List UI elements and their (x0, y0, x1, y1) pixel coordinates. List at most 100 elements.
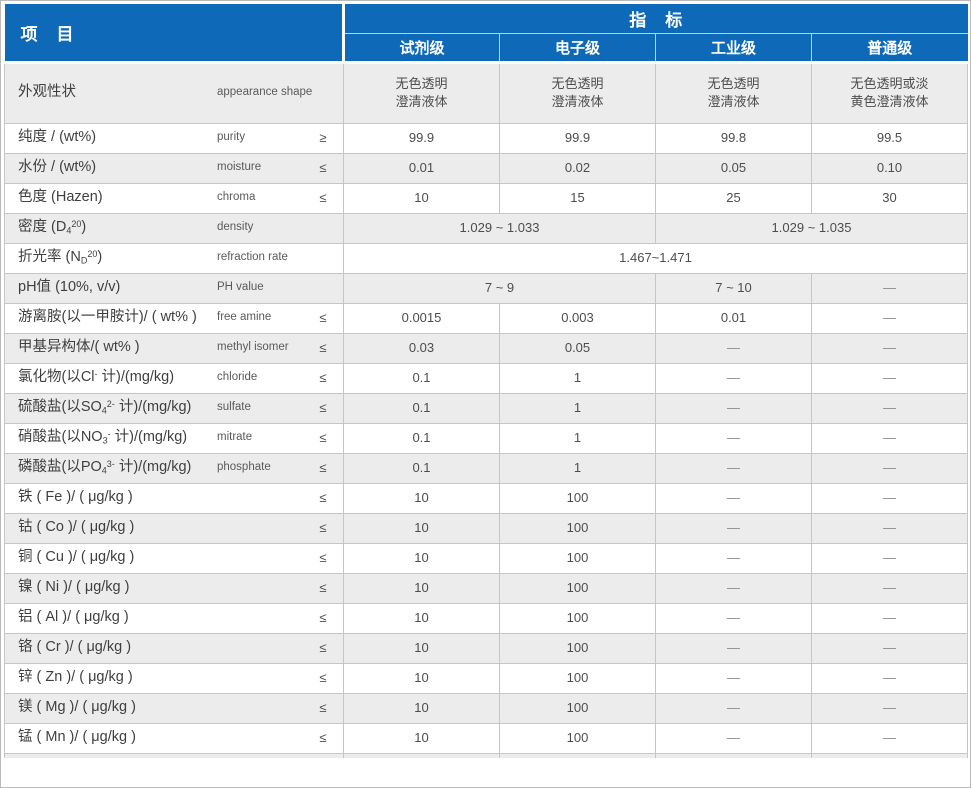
value-cell: 7 ~ 10 (655, 272, 812, 304)
value-cell-empty: — (655, 482, 812, 514)
property-name-en: PH value (217, 281, 264, 294)
table-row: 氯化物(以Cl- 计)/(mg/kg) chloride ≤0.1 1— — (4, 362, 968, 394)
property-name-zh: 铁 ( Fe )/ ( μg/kg ) (18, 489, 133, 506)
table-row: 甲基异构体/( wt% ) methyl isomer ≤0.03 0.05— — (4, 332, 968, 364)
table-row: 游离胺(以一甲胺计)/ ( wt% ) free amine ≤0.0015 0.00… (4, 302, 968, 334)
comparison-operator: ≤ (319, 640, 327, 656)
property-name-cell: 氯化物(以Cl- 计)/(mg/kg) chloride ≤ (4, 362, 344, 394)
value-cell: 0.03 (343, 332, 500, 364)
property-name-en: density (217, 221, 254, 234)
value-cell: 1 (499, 422, 656, 454)
property-name-zh: 外观性状 (18, 84, 76, 101)
column-header-grade-reagent: 试剂级 (343, 33, 500, 64)
value-cell-empty: — (811, 452, 968, 484)
property-name-cell: 折光率 (ND20) refraction rate (4, 242, 344, 274)
value-cell-empty: — (655, 332, 812, 364)
value-cell-empty: — (655, 422, 812, 454)
table-row: 密度 (D420) density 1.029 ~ 1.033 1.029 ~ 1.0… (4, 212, 968, 244)
value-cell: 0.1 (343, 422, 500, 454)
property-name-zh: 氯化物(以Cl- 计)/(mg/kg) (18, 369, 175, 386)
property-name-cell: 密度 (D420) density (4, 212, 344, 244)
comparison-operator: ≤ (319, 310, 327, 326)
value-cell: 0.10 (811, 152, 968, 184)
value-cell: 无色透明 澄清液体 (499, 61, 656, 124)
value-cell: 0.1 (343, 452, 500, 484)
property-name-cell: 纯度 / (wt%) purity ≥ (4, 122, 344, 154)
property-name-zh: 钴 ( Co )/ ( μg/kg ) (18, 519, 135, 536)
property-name-cell: 磷酸盐(以PO43- 计)/(mg/kg) phosphate ≤ (4, 452, 344, 484)
table-row: 锌 ( Zn )/ ( μg/kg ) ≤10 100— — (4, 662, 968, 694)
value-cell: 10 (343, 692, 500, 724)
value-cell: 0.05 (655, 152, 812, 184)
value-cell-empty: — (655, 392, 812, 424)
value-cell-empty: — (811, 422, 968, 454)
comparison-operator: ≤ (319, 160, 327, 176)
comparison-operator: ≤ (319, 700, 327, 716)
property-name-zh: 硝酸盐(以NO3- 计)/(mg/kg) (18, 429, 188, 446)
comparison-operator: ≤ (319, 430, 327, 446)
value-cell: 1.467~1.471 (343, 242, 968, 274)
grade-header-row: 试剂级 电子级 工业级 普通级 (5, 33, 968, 64)
column-header-spec: 指 标 (343, 4, 968, 34)
value-cell: 25 (655, 182, 812, 214)
property-name-cell: 铝 ( Al )/ ( μg/kg ) ≤ (4, 602, 344, 634)
value-cell: 100 (499, 722, 656, 754)
property-name-en: methyl isomer (217, 341, 289, 354)
value-cell: 0.01 (343, 152, 500, 184)
table-row: 钴 ( Co )/ ( μg/kg ) ≤10 100— — (4, 512, 968, 544)
value-cell: 100 (499, 572, 656, 604)
value-cell-empty: — (655, 632, 812, 664)
table-row: 纯度 / (wt%) purity ≥99.9 99.9 99.8 99.5 (4, 122, 968, 154)
table-row: 镍 ( Ni )/ ( μg/kg ) ≤10 100— — (4, 572, 968, 604)
table-row: 色度 (Hazen) chroma ≤10 15 25 30 (4, 182, 968, 214)
property-name-en: phosphate (217, 461, 271, 474)
value-cell: 100 (499, 632, 656, 664)
table-body: 外观性状 appearance shape 无色透明 澄清液体 无色透明 澄清液体 无色透明… (4, 61, 968, 758)
value-cell-empty: — (811, 362, 968, 394)
spec-table: 项 目 指 标 试剂级 电子级 工业级 普通级 外观性状 appearance s… (4, 4, 968, 758)
value-cell: 7 ~ 9 (343, 272, 656, 304)
property-name-zh: 磷酸盐(以PO43- 计)/(mg/kg) (18, 459, 192, 476)
property-name-cell: 锰 ( Mn )/ ( μg/kg ) ≤ (4, 722, 344, 754)
value-cell: 100 (499, 662, 656, 694)
value-cell-empty: — (811, 302, 968, 334)
table-row: 折光率 (ND20) refraction rate 1.467~1.471 (4, 242, 968, 274)
value-cell-empty: — (811, 332, 968, 364)
value-cell-empty: — (655, 542, 812, 574)
property-name-en: purity (217, 131, 246, 144)
comparison-operator: ≤ (319, 730, 327, 746)
property-name-en: free amine (217, 311, 272, 324)
value-cell: 1 (499, 452, 656, 484)
value-cell-empty: — (811, 482, 968, 514)
value-cell: 10 (343, 482, 500, 514)
property-name-en: chloride (217, 371, 258, 384)
comparison-operator: ≤ (319, 400, 327, 416)
value-cell: 无色透明 澄清液体 (343, 61, 500, 124)
value-cell: 100 (499, 542, 656, 574)
table-row: 硫酸盐(以SO42- 计)/(mg/kg) sulfate ≤0.1 1— — (4, 392, 968, 424)
value-cell: 0.01 (655, 302, 812, 334)
value-cell-empty: — (655, 662, 812, 694)
comparison-operator: ≥ (319, 130, 327, 146)
property-name-cell: 铜 ( Cu )/ ( μg/kg ) ≤ (4, 542, 344, 574)
property-name-cell: pH值 (10%, v/v) PH value (4, 272, 344, 304)
property-name-cell: 硝酸盐(以NO3- 计)/(mg/kg) mitrate ≤ (4, 422, 344, 454)
value-cell: 0.1 (343, 392, 500, 424)
property-name-cell: 铁 ( Fe )/ ( μg/kg ) ≤ (4, 482, 344, 514)
value-cell: 99.9 (343, 122, 500, 154)
property-name-en: mitrate (217, 431, 253, 444)
property-name-zh: 游离胺(以一甲胺计)/ ( wt% ) (18, 309, 197, 326)
table-row: 外观性状 appearance shape 无色透明 澄清液体 无色透明 澄清液体 无色透明… (4, 61, 968, 124)
comparison-operator: ≤ (319, 670, 327, 686)
property-name-en: refraction rate (217, 251, 288, 264)
value-cell-empty: — (811, 272, 968, 304)
value-cell: 99.8 (655, 122, 812, 154)
column-header-grade-electronic: 电子级 (499, 33, 656, 64)
property-name-cell: 色度 (Hazen) chroma ≤ (4, 182, 344, 214)
value-cell: 10 (343, 632, 500, 664)
value-cell: 10 (343, 662, 500, 694)
property-name-zh: 铜 ( Cu )/ ( μg/kg ) (18, 549, 135, 566)
value-cell-empty: — (811, 722, 968, 754)
property-name-zh: pH值 (10%, v/v) (18, 279, 121, 296)
comparison-operator: ≤ (319, 550, 327, 566)
